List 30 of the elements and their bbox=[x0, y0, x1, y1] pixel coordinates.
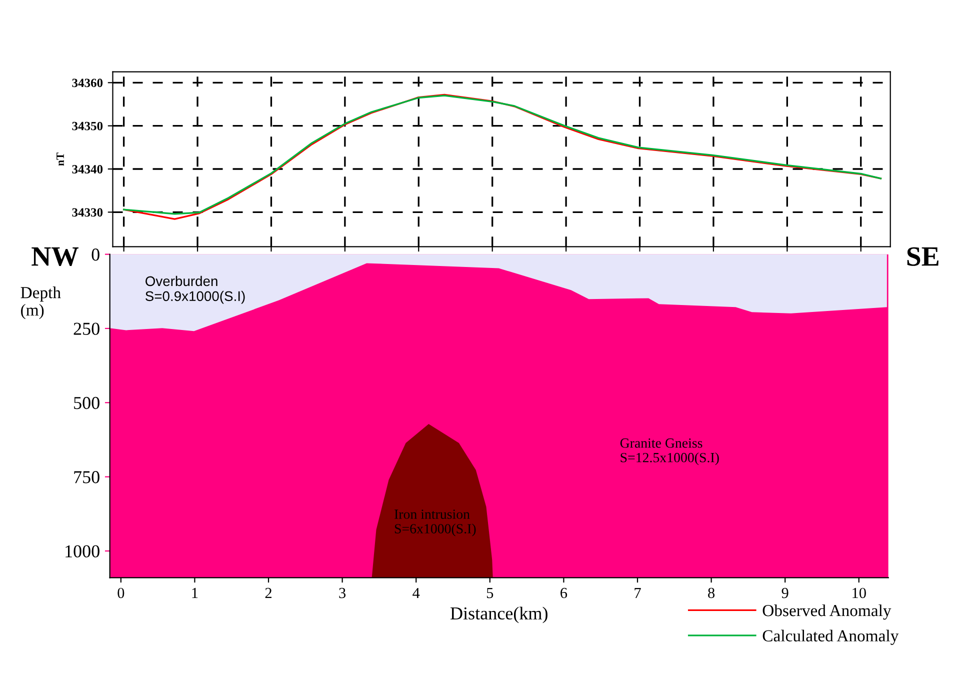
y-tick-label: 250 bbox=[74, 322, 100, 335]
text: SE bbox=[907, 247, 938, 266]
legend-label: Observed Anomaly bbox=[762, 604, 892, 620]
annotation: Overburden S=0.9x1000(S.I) bbox=[146, 276, 245, 304]
y-tick-label: 34360 bbox=[72, 78, 103, 88]
x-axis-title: Distance(km) bbox=[450, 606, 548, 624]
y-tick-label: 750 bbox=[74, 471, 100, 484]
x-tick-label: 2 bbox=[265, 588, 272, 598]
x-tick-label: 7 bbox=[634, 588, 641, 598]
text: NW bbox=[32, 247, 79, 266]
y-tick-label: 34340 bbox=[72, 165, 103, 174]
y-tick-label: 34350 bbox=[72, 122, 103, 130]
x-tick-label: 3 bbox=[339, 588, 346, 598]
y-axis-title: Depth (m) bbox=[20, 286, 61, 320]
x-tick-label: 1 bbox=[192, 588, 198, 598]
y-tick-label: 34330 bbox=[72, 208, 103, 217]
x-tick-label: 9 bbox=[782, 588, 788, 598]
x-tick-label: 8 bbox=[708, 588, 715, 598]
annotation: Granite Gneiss S=12.5x1000(S.I) bbox=[620, 438, 719, 466]
y-axis-title: nT bbox=[56, 152, 64, 166]
legend-label: Calculated Anomaly bbox=[762, 630, 899, 645]
y-tick-label: 500 bbox=[74, 396, 100, 410]
x-tick-label: 0 bbox=[118, 588, 124, 598]
y-tick-label: 0 bbox=[92, 248, 100, 261]
y-tick-label: 1000 bbox=[66, 545, 100, 558]
x-tick-label: 5 bbox=[486, 588, 494, 598]
x-tick-label: 10 bbox=[852, 588, 866, 598]
x-tick-label: 6 bbox=[560, 588, 568, 598]
annotation: Iron intrusion S=6x1000(S.I) bbox=[394, 510, 476, 536]
x-tick-label: 4 bbox=[412, 588, 420, 598]
